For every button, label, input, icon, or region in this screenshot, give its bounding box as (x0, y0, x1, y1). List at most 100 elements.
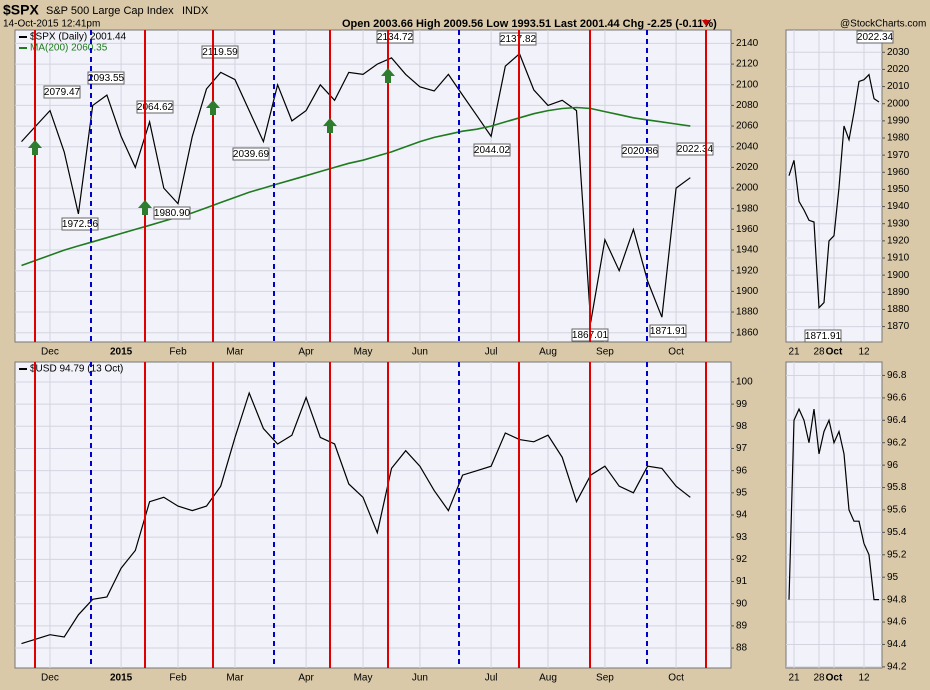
y-tick-label: 2000 (887, 98, 910, 109)
x-tick-label: Sep (596, 673, 614, 684)
y-tick-label: 95 (736, 487, 748, 498)
y-tick-label: 99 (736, 399, 748, 410)
annotation: 2022.34 (857, 32, 894, 43)
y-tick-label: 1900 (736, 286, 759, 297)
y-tick-label: 1900 (887, 270, 910, 281)
x-tick-label: Apr (298, 347, 314, 358)
y-tick-label: 96.6 (887, 393, 907, 404)
x-tick-label: Aug (539, 673, 557, 684)
y-tick-label: 1880 (887, 304, 910, 315)
y-tick-label: 1880 (736, 307, 759, 318)
symbol: $SPX (3, 2, 39, 18)
y-tick-label: 2020 (887, 64, 910, 75)
annotation: 1871.91 (805, 331, 842, 342)
y-tick-label: 1990 (887, 115, 910, 126)
annotation-box (232, 147, 270, 161)
y-tick-label: 1920 (736, 265, 759, 276)
x-tick-label: Oct (668, 673, 684, 684)
annotation: 2134.72 (377, 32, 414, 43)
y-tick-label: 1960 (887, 167, 910, 178)
series-line (788, 73, 880, 310)
y-tick-label: 1950 (887, 184, 910, 195)
y-tick-label: 94.8 (887, 594, 907, 605)
y-tick-label: 1890 (887, 287, 910, 298)
signal-arrow (28, 140, 42, 155)
y-tick-label: 95.2 (887, 549, 907, 560)
annotation-box (153, 206, 191, 220)
series-line (21, 52, 691, 323)
x-tick-label: 28 (813, 673, 825, 684)
signal-arrow (138, 200, 152, 215)
annotation-box (621, 144, 659, 158)
y-tick-label: 88 (736, 643, 748, 654)
x-tick-label: Dec (41, 673, 59, 684)
y-tick-label: 96 (887, 460, 899, 471)
annotation: 2022.34 (677, 144, 714, 155)
y-tick-label: 1980 (887, 133, 910, 144)
exchange: INDX (182, 5, 209, 17)
x-tick-label: Jun (412, 347, 428, 358)
annotation: 1871.91 (650, 326, 687, 337)
y-tick-label: 94.2 (887, 662, 907, 673)
y-tick-label: 92 (736, 554, 748, 565)
y-tick-label: 95.4 (887, 527, 907, 538)
x-tick-label: Mar (226, 673, 244, 684)
series-line (21, 106, 691, 267)
annotation-box (804, 329, 842, 343)
x-tick-label: Oct (668, 347, 684, 358)
x-tick-label: Jun (412, 673, 428, 684)
x-tick-label: Feb (169, 347, 187, 358)
x-tick-label: Jul (485, 673, 498, 684)
annotation-box (376, 30, 414, 44)
plot-area (14, 29, 732, 343)
legend-entry: MA(200) 2060.35 (30, 43, 108, 54)
y-tick-label: 89 (736, 621, 748, 632)
y-tick-label: 2100 (736, 79, 759, 90)
annotation: 2020.86 (622, 146, 659, 157)
x-tick-label: May (354, 673, 373, 684)
index-name: S&P 500 Large Cap Index (46, 5, 174, 17)
annotation: 1972.56 (62, 219, 99, 230)
quote: Open 2003.66 High 2009.56 Low 1993.51 La… (342, 18, 717, 30)
y-tick-label: 96.2 (887, 437, 907, 448)
y-tick-label: 2030 (887, 47, 910, 58)
y-tick-label: 90 (736, 598, 748, 609)
y-tick-label: 95 (887, 572, 899, 583)
y-tick-label: 94.4 (887, 639, 907, 650)
x-tick-label: Feb (169, 673, 187, 684)
y-tick-label: 1940 (736, 245, 759, 256)
y-tick-label: 97 (736, 443, 748, 454)
signal-arrow (381, 68, 395, 83)
y-tick-label: 2040 (736, 141, 759, 152)
y-tick-label: 1960 (736, 224, 759, 235)
y-tick-label: 1940 (887, 201, 910, 212)
annotation-box (61, 217, 99, 231)
annotation-box (649, 324, 687, 338)
x-tick-label: Oct (826, 673, 843, 684)
y-tick-label: 96 (736, 465, 748, 476)
annotation: 2093.55 (88, 73, 125, 84)
annotation: 2119.59 (202, 47, 238, 58)
x-tick-label: Mar (226, 347, 244, 358)
y-tick-label: 1980 (736, 203, 759, 214)
y-tick-label: 1910 (887, 253, 910, 264)
down-arrow (702, 20, 710, 26)
x-tick-label: 28 (813, 347, 825, 358)
signal-arrow (323, 118, 337, 133)
series-line (21, 391, 691, 645)
credit: @StockCharts.com (840, 19, 926, 30)
x-tick-label: 12 (858, 673, 870, 684)
annotation-box (43, 85, 81, 99)
y-tick-label: 2010 (887, 81, 910, 92)
y-tick-label: 2080 (736, 100, 759, 111)
annotation-box (201, 45, 239, 59)
annotation: 1980.90 (154, 208, 191, 219)
annotation-box (856, 30, 894, 44)
y-tick-label: 100 (736, 377, 753, 388)
y-tick-label: 2020 (736, 162, 759, 173)
annotation-box (87, 71, 125, 85)
y-tick-label: 95.8 (887, 482, 907, 493)
x-tick-label: Aug (539, 347, 557, 358)
signal-arrow (206, 100, 220, 115)
y-tick-label: 1860 (736, 327, 759, 338)
